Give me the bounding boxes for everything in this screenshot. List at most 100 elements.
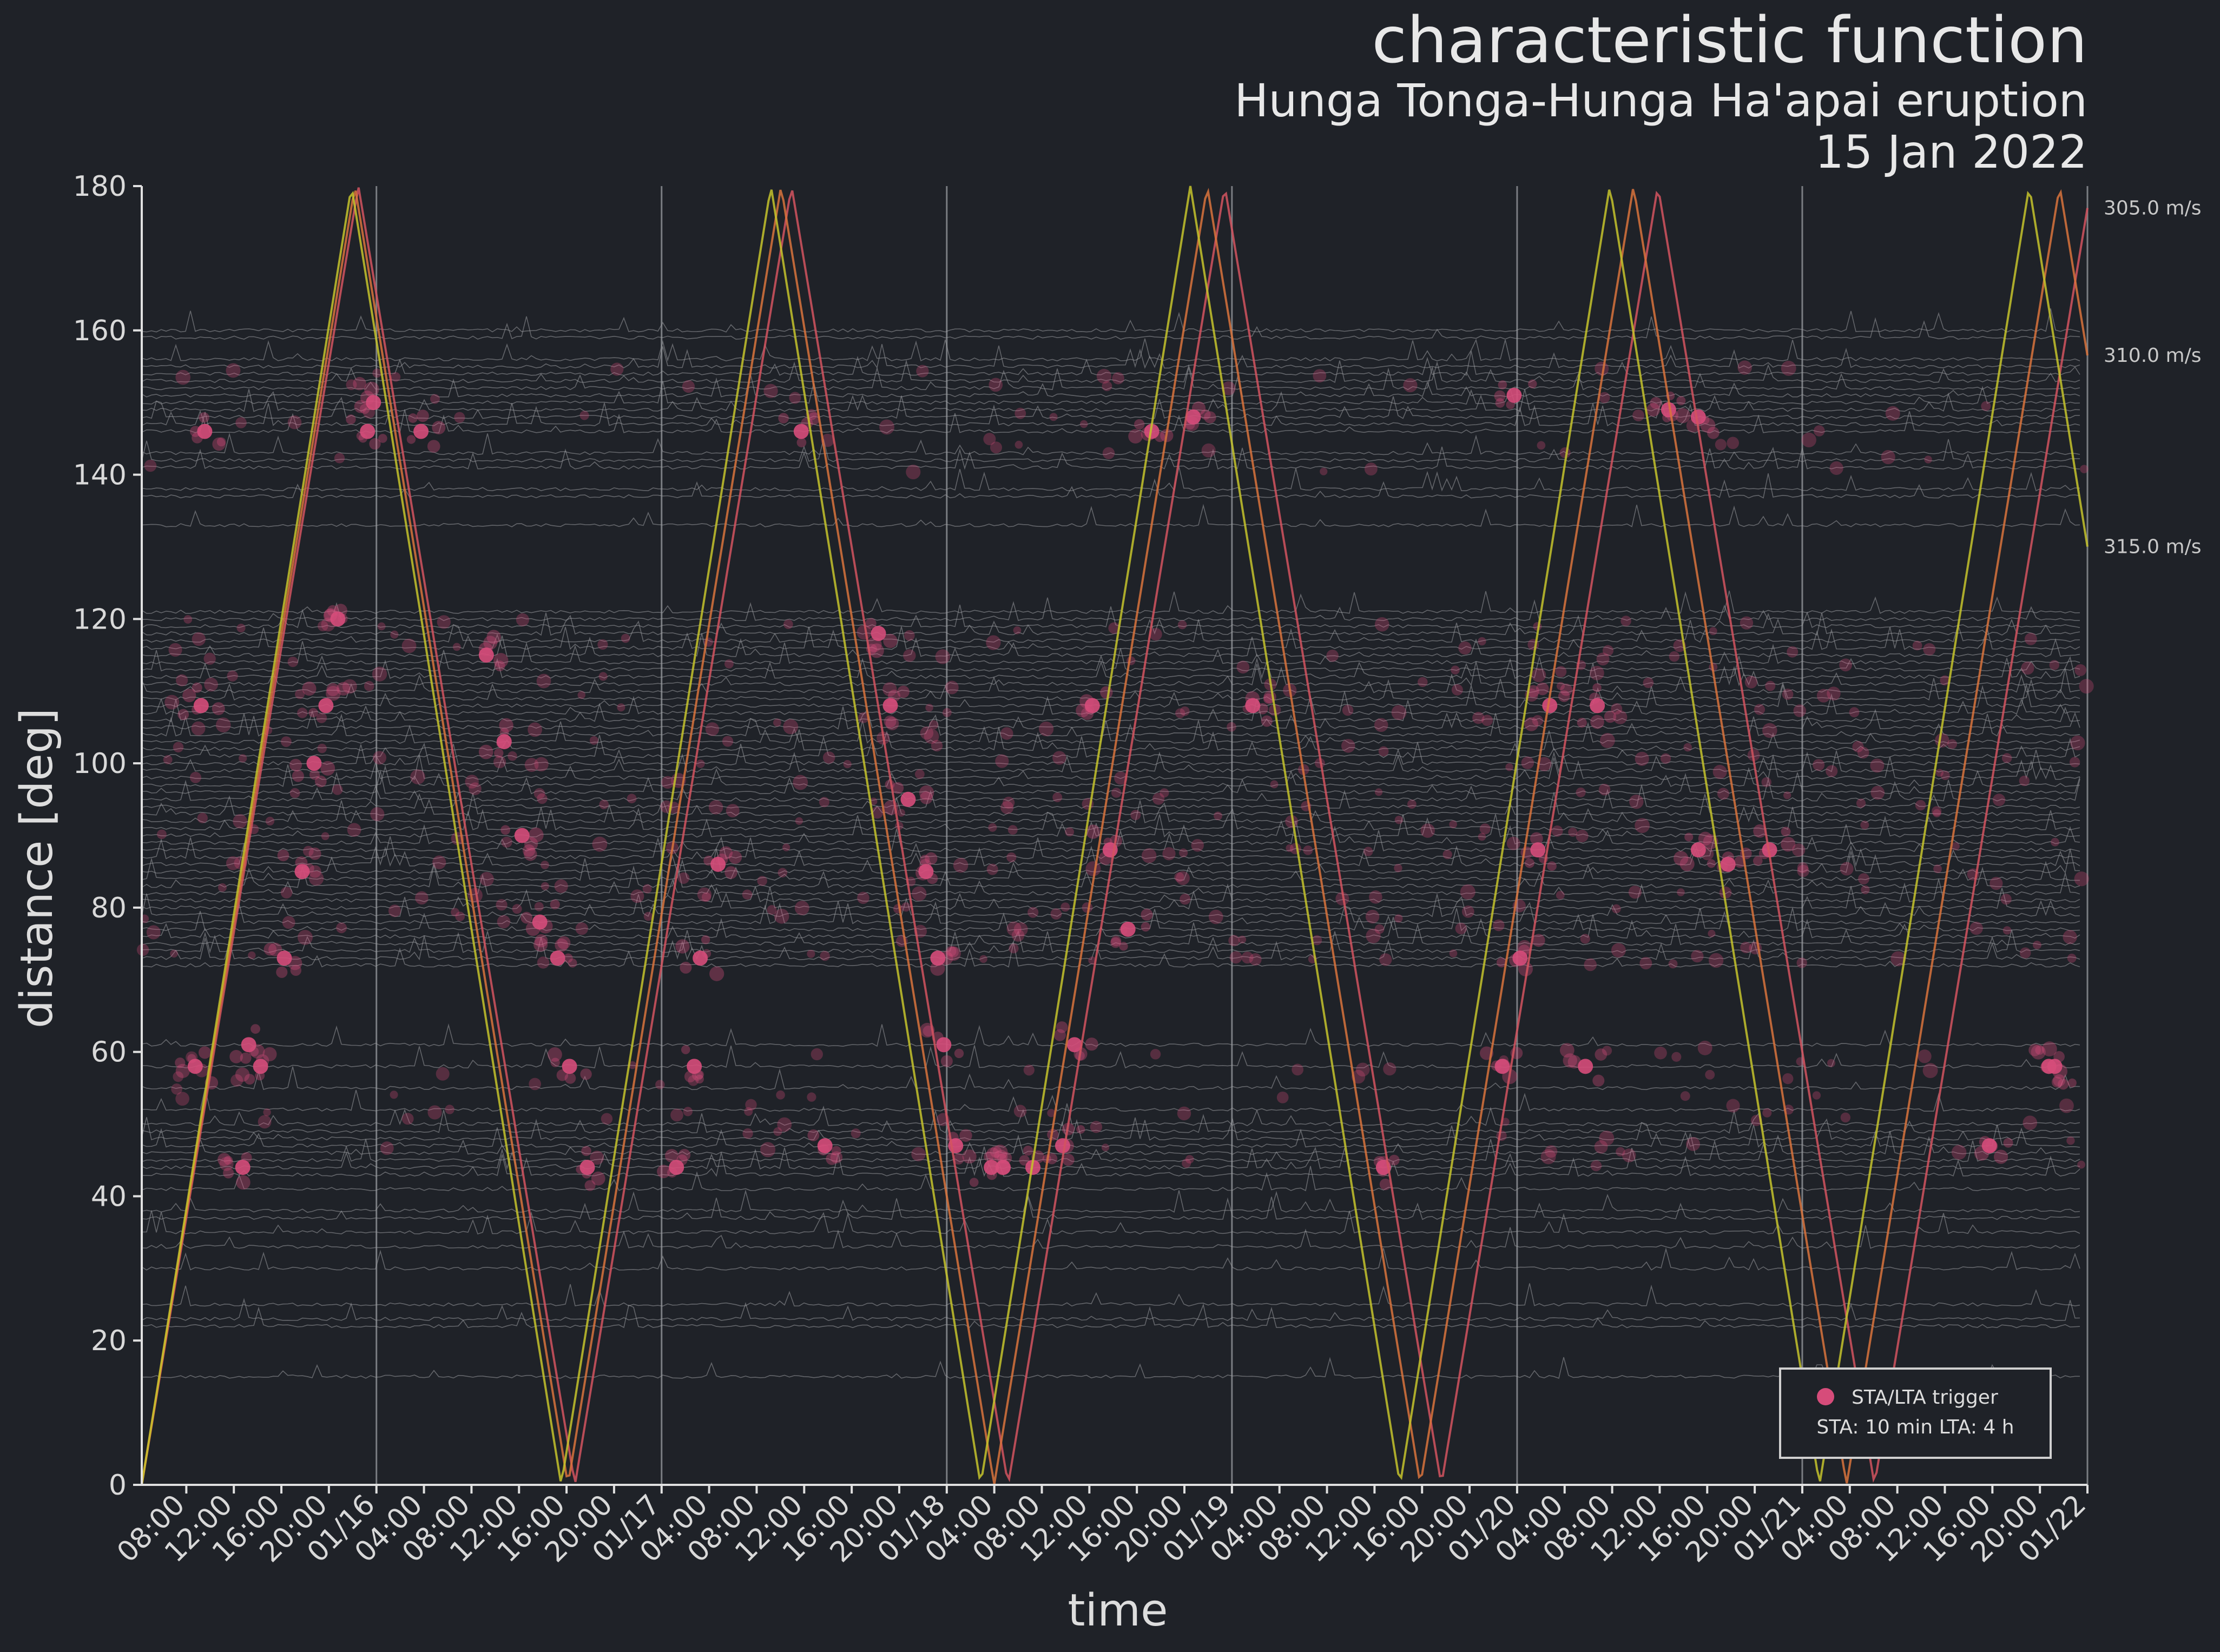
trigger-marker bbox=[1762, 723, 1777, 738]
trigger-marker bbox=[728, 850, 742, 864]
trigger-marker bbox=[1141, 848, 1157, 863]
trigger-marker bbox=[1478, 832, 1486, 841]
trigger-marker bbox=[1712, 764, 1727, 779]
trigger-marker bbox=[563, 953, 573, 963]
trigger-marker bbox=[886, 698, 897, 709]
trigger-marker bbox=[742, 889, 753, 900]
trigger-marker bbox=[677, 872, 690, 884]
y-tick-label: 0 bbox=[109, 1469, 127, 1502]
trigger-marker bbox=[1912, 640, 1922, 651]
trigger-marker bbox=[2074, 664, 2087, 676]
trigger-marker bbox=[1599, 733, 1615, 748]
trigger-marker bbox=[203, 652, 216, 665]
trigger-marker bbox=[1951, 842, 1960, 850]
trigger-marker bbox=[1110, 937, 1121, 948]
trigger-marker bbox=[1214, 811, 1222, 821]
trigger-marker bbox=[1111, 935, 1122, 947]
trigger-marker bbox=[1639, 957, 1652, 970]
trigger-marker bbox=[992, 1145, 1008, 1160]
trigger-marker bbox=[2021, 661, 2034, 675]
trigger-marker bbox=[1085, 861, 1101, 876]
trigger-marker bbox=[239, 754, 247, 763]
trigger-marker bbox=[391, 372, 401, 382]
trigger-marker bbox=[1506, 400, 1515, 409]
trigger-marker bbox=[1933, 864, 1942, 874]
trigger-marker bbox=[1870, 758, 1885, 773]
trigger-marker bbox=[1377, 1165, 1389, 1177]
trace-line bbox=[141, 338, 2080, 362]
trigger-marker bbox=[1204, 411, 1216, 424]
trigger-marker bbox=[360, 424, 376, 439]
speed-label: 305.0 m/s bbox=[2104, 197, 2201, 220]
y-tick-label: 160 bbox=[73, 315, 127, 347]
trace-line bbox=[141, 1023, 2080, 1047]
trigger-marker bbox=[990, 441, 1003, 454]
trigger-marker bbox=[1177, 1106, 1191, 1121]
trigger-marker bbox=[1175, 708, 1185, 718]
trigger-marker bbox=[2024, 632, 2037, 645]
trace-line bbox=[142, 367, 2080, 391]
trigger-marker bbox=[598, 672, 608, 681]
trigger-marker bbox=[1567, 1055, 1582, 1069]
trigger-marker bbox=[1081, 707, 1094, 720]
trigger-marker bbox=[789, 392, 801, 404]
trigger-marker bbox=[364, 381, 379, 397]
trigger-marker bbox=[219, 1157, 234, 1171]
trigger-marker bbox=[1707, 427, 1720, 439]
trigger-marker bbox=[282, 916, 295, 929]
trigger-marker bbox=[576, 1165, 585, 1174]
trigger-marker bbox=[1062, 1153, 1075, 1166]
trigger-marker bbox=[920, 855, 930, 865]
trigger-marker bbox=[1391, 705, 1407, 721]
trigger-marker bbox=[534, 902, 544, 911]
trigger-marker bbox=[1584, 958, 1597, 972]
trigger-marker bbox=[1675, 408, 1691, 424]
trigger-marker bbox=[326, 683, 340, 696]
trigger-marker bbox=[1753, 856, 1763, 866]
trigger-marker bbox=[197, 424, 213, 439]
trigger-marker bbox=[1102, 447, 1115, 460]
trigger-marker bbox=[946, 946, 957, 957]
trigger-marker bbox=[2051, 1076, 2063, 1088]
trigger-marker bbox=[1261, 715, 1273, 727]
trigger-marker bbox=[1669, 651, 1680, 662]
trace-line bbox=[141, 395, 2080, 419]
trigger-marker bbox=[514, 828, 530, 843]
trace-line bbox=[141, 316, 2080, 340]
trigger-marker bbox=[1576, 829, 1589, 843]
trigger-marker bbox=[146, 925, 161, 940]
trigger-marker bbox=[1969, 921, 1983, 935]
trigger-marker bbox=[1491, 1060, 1502, 1071]
trigger-marker bbox=[1885, 406, 1900, 421]
trigger-marker bbox=[1374, 617, 1389, 632]
trigger-marker bbox=[995, 1160, 1010, 1175]
trigger-marker bbox=[1668, 959, 1678, 969]
trigger-marker bbox=[346, 379, 357, 391]
trigger-marker bbox=[2053, 1074, 2066, 1087]
trace-line bbox=[141, 814, 2080, 838]
trigger-marker bbox=[661, 776, 674, 789]
trigger-marker bbox=[983, 433, 996, 446]
trigger-marker bbox=[1611, 904, 1621, 914]
trigger-marker bbox=[324, 608, 338, 622]
trigger-marker bbox=[1801, 432, 1816, 448]
trigger-marker bbox=[1047, 1108, 1056, 1118]
trigger-marker bbox=[1003, 796, 1015, 809]
trigger-marker bbox=[1542, 698, 1558, 713]
trigger-marker bbox=[697, 887, 712, 902]
trigger-marker bbox=[2019, 775, 2030, 787]
trigger-marker bbox=[1451, 684, 1463, 696]
trigger-marker bbox=[1537, 757, 1552, 771]
trigger-marker bbox=[479, 871, 494, 887]
trigger-marker bbox=[657, 1165, 670, 1179]
trigger-marker bbox=[903, 649, 916, 662]
trigger-marker bbox=[318, 620, 328, 632]
trigger-marker bbox=[163, 755, 173, 764]
trigger-marker bbox=[1085, 705, 1095, 715]
trigger-marker bbox=[469, 782, 482, 795]
trigger-marker bbox=[378, 434, 387, 443]
trigger-marker bbox=[338, 613, 348, 624]
trigger-marker bbox=[1114, 771, 1128, 785]
trigger-marker bbox=[1536, 682, 1549, 696]
trigger-marker bbox=[822, 751, 835, 764]
